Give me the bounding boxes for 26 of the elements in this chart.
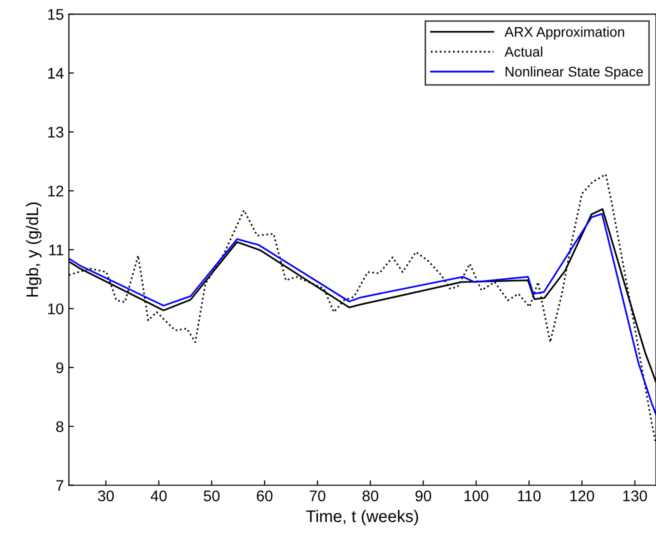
x-axis-title: Time, t (weeks) xyxy=(306,510,418,526)
x-tick-label: 110 xyxy=(518,490,541,502)
y-tick-label: 12 xyxy=(48,186,64,196)
y-axis-title: Hgb, y (g/dL) xyxy=(26,202,42,296)
x-tick-label: 80 xyxy=(362,490,378,502)
x-tick-label: 100 xyxy=(464,490,488,502)
x-tick-label: 130 xyxy=(623,490,647,502)
x-tick-label: 70 xyxy=(310,490,326,502)
x-tick-label: 120 xyxy=(570,490,594,502)
legend-label: Nonlinear State Space xyxy=(506,66,643,80)
y-tick-label: 9 xyxy=(56,362,64,374)
x-tick-label: 40 xyxy=(150,490,167,502)
legend-label: Actual xyxy=(504,46,542,57)
y-tick-label: 14 xyxy=(48,68,64,79)
x-tick-label: 50 xyxy=(204,490,220,502)
y-tick-label: 10 xyxy=(48,303,64,314)
y-tick-label: 7 xyxy=(56,480,64,491)
line-series xyxy=(68,212,656,416)
y-tick-label: 13 xyxy=(48,126,64,138)
y-tick-label: 11 xyxy=(49,244,64,256)
x-tick-label: 60 xyxy=(256,490,272,502)
y-tick-label: 15 xyxy=(48,9,64,20)
legend-label: ARX Approximation xyxy=(504,26,624,40)
x-tick-label: 30 xyxy=(98,490,114,502)
y-tick-label: 8 xyxy=(56,421,64,432)
x-tick-label: 90 xyxy=(415,490,432,502)
